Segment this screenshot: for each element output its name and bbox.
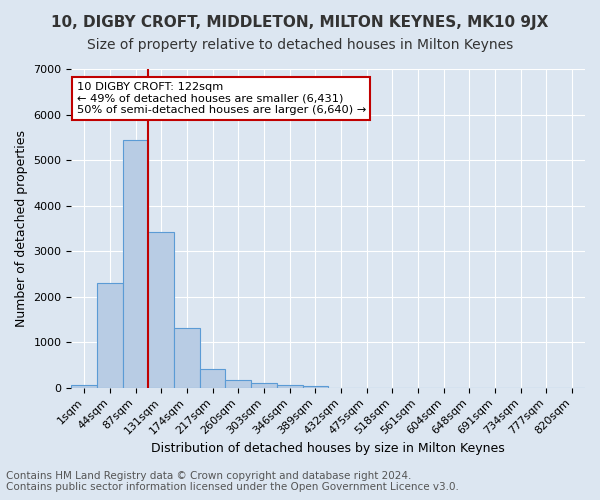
Text: 10 DIGBY CROFT: 122sqm
← 49% of detached houses are smaller (6,431)
50% of semi-: 10 DIGBY CROFT: 122sqm ← 49% of detached…	[77, 82, 366, 115]
Bar	[148, 232, 174, 388]
Y-axis label: Number of detached properties: Number of detached properties	[15, 130, 28, 327]
Bar	[97, 283, 123, 388]
Bar	[123, 140, 148, 388]
Bar	[251, 383, 277, 388]
X-axis label: Distribution of detached houses by size in Milton Keynes: Distribution of detached houses by size …	[151, 442, 505, 455]
Bar	[71, 384, 97, 388]
Bar	[302, 386, 328, 388]
Text: 10, DIGBY CROFT, MIDDLETON, MILTON KEYNES, MK10 9JX: 10, DIGBY CROFT, MIDDLETON, MILTON KEYNE…	[52, 15, 548, 30]
Bar	[174, 328, 200, 388]
Text: Contains HM Land Registry data © Crown copyright and database right 2024.
Contai: Contains HM Land Registry data © Crown c…	[6, 471, 459, 492]
Text: Size of property relative to detached houses in Milton Keynes: Size of property relative to detached ho…	[87, 38, 513, 52]
Bar	[200, 368, 226, 388]
Bar	[226, 380, 251, 388]
Bar	[277, 384, 302, 388]
